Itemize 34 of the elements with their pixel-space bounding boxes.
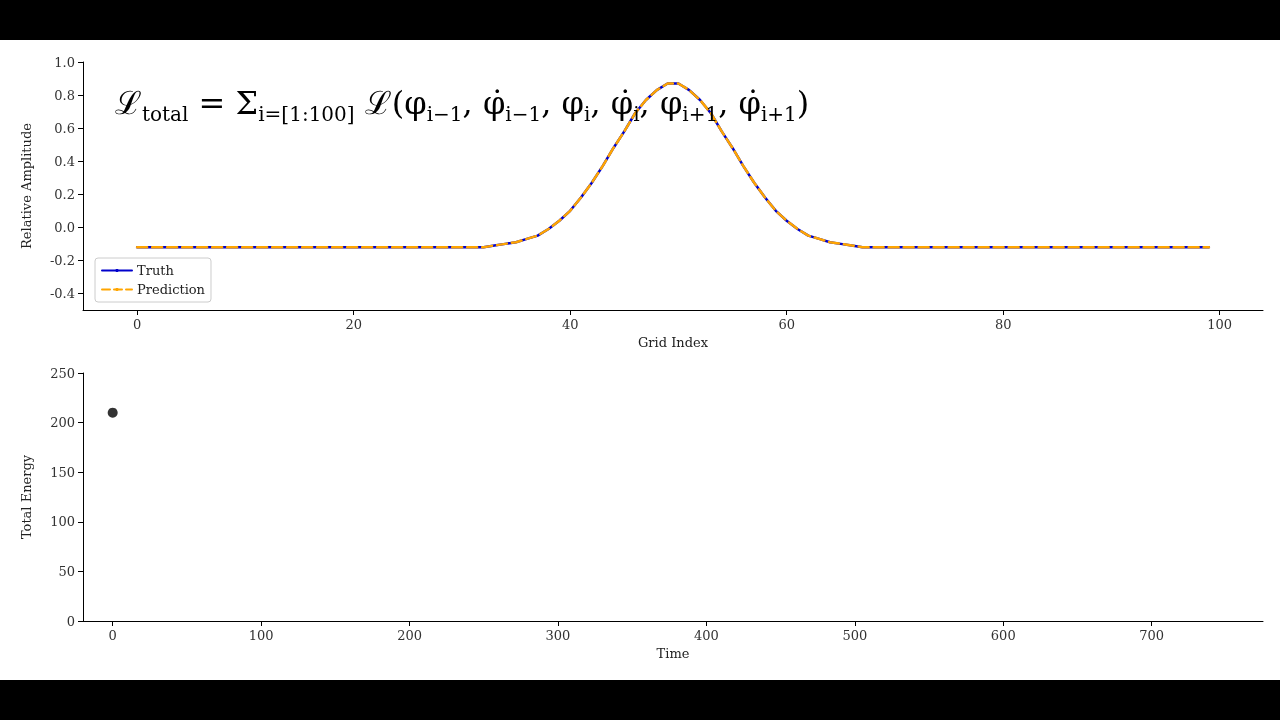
y-tick-label: 0.6 [54, 120, 75, 136]
x-tick-label: 200 [397, 628, 422, 643]
y-axis-title: Relative Amplitude [19, 122, 34, 249]
x-tick-label: 100 [248, 628, 274, 643]
y-axis-title: Total Energy [19, 454, 34, 540]
x-tick-label: 60 [778, 317, 795, 332]
y-tick-label: 0.0 [54, 219, 75, 235]
y-tick-label: 250 [50, 365, 75, 381]
y-tick-label: 200 [50, 415, 75, 431]
x-tick-label: 300 [545, 628, 571, 643]
x-tick-label: 700 [1139, 628, 1165, 643]
x-tick-label: 600 [990, 628, 1016, 643]
x-tick-label: 0 [108, 628, 117, 643]
y-tick-label: 50 [58, 563, 75, 579]
x-tick-label: 400 [693, 628, 719, 643]
y-tick-label: 150 [50, 464, 75, 480]
x-tick-label: 500 [842, 628, 868, 643]
x-axis-title: Time [656, 645, 690, 661]
y-tick-label: 1.0 [54, 54, 75, 70]
x-axis-title: Grid Index [637, 334, 709, 350]
x-tick-label: 40 [561, 317, 579, 332]
y-tick-label: 0.2 [54, 186, 75, 202]
x-tick-label: 80 [994, 317, 1012, 332]
y-tick-label: -0.2 [49, 252, 75, 268]
y-tick-label: 0.8 [54, 87, 75, 103]
y-tick-label: 0 [66, 613, 75, 629]
legend-label: Truth [137, 263, 175, 278]
y-tick-label: 0.4 [54, 153, 75, 169]
y-tick-label: -0.4 [49, 285, 75, 301]
x-tick-label: 20 [345, 317, 362, 332]
x-tick-label: 0 [132, 317, 142, 332]
legend-label: Prediction [137, 282, 206, 297]
x-tick-label: 100 [1207, 317, 1233, 332]
y-tick-label: 100 [50, 514, 75, 530]
